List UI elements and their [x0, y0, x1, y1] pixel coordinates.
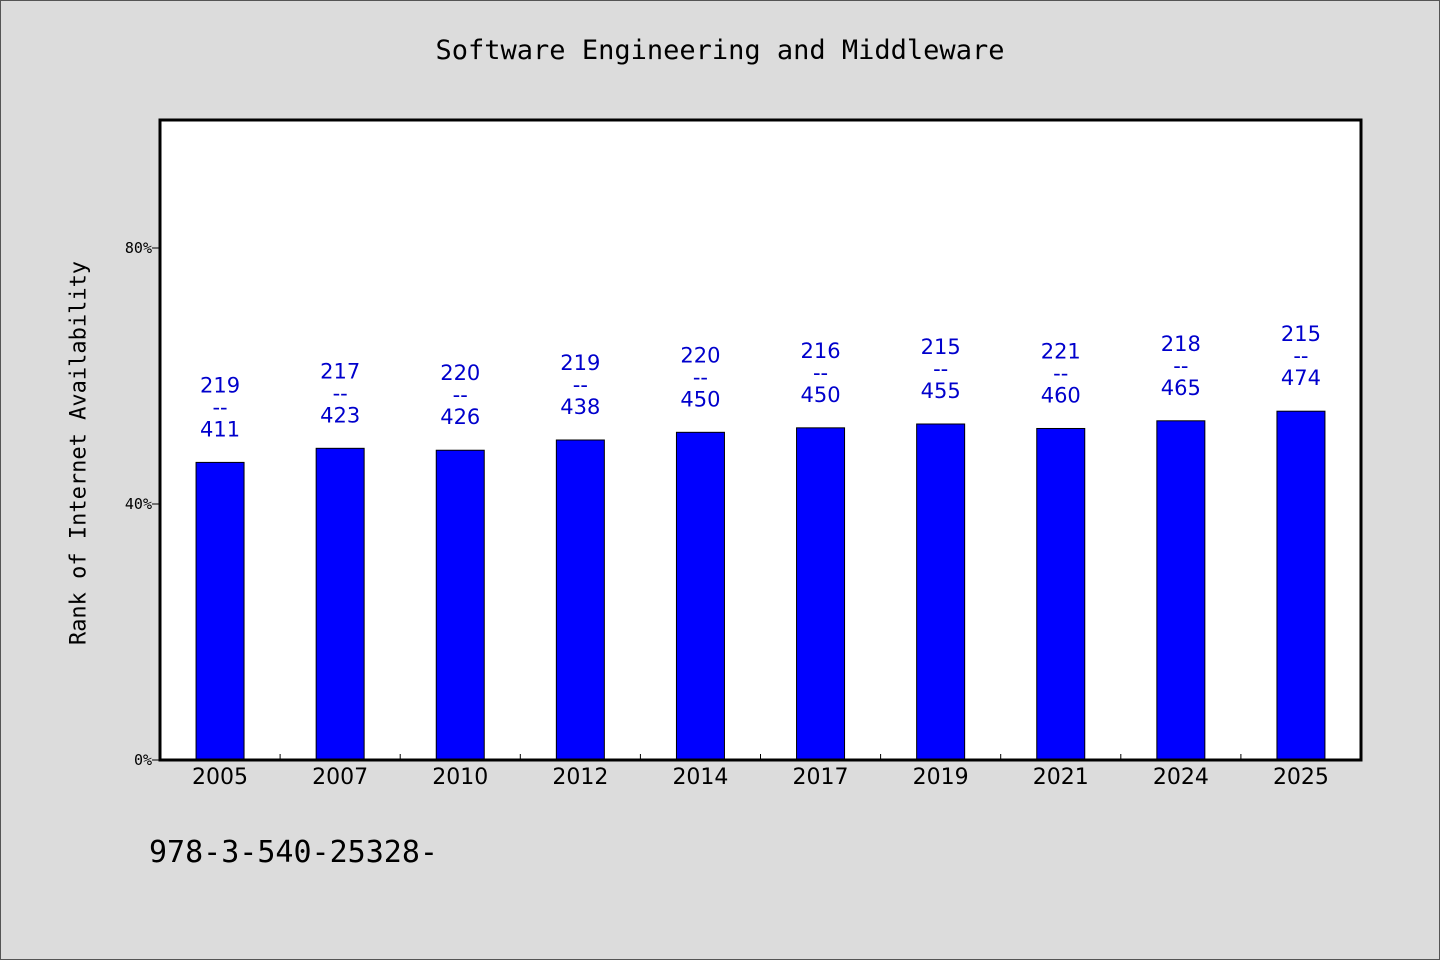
x-tick-label: 2007 — [312, 765, 368, 790]
footer-text: 978-3-540-25328- — [149, 835, 438, 870]
data-label: 220 — [680, 343, 720, 367]
data-label: 215 — [1281, 322, 1321, 346]
bar — [1156, 420, 1206, 761]
x-tick-label: 2025 — [1273, 765, 1329, 790]
bar — [555, 439, 605, 761]
y-tick-label: 40% — [125, 495, 152, 513]
data-label: 438 — [560, 395, 600, 419]
data-label: -- — [1173, 354, 1188, 378]
x-tick-label: 2019 — [913, 765, 969, 790]
data-label: 220 — [440, 361, 480, 385]
data-label: -- — [453, 383, 468, 407]
data-label: -- — [212, 395, 227, 419]
x-tick-label: 2024 — [1153, 765, 1209, 790]
data-label: 411 — [200, 417, 240, 441]
bar — [796, 427, 846, 761]
data-label: -- — [333, 381, 348, 405]
data-label: 219 — [200, 373, 240, 397]
data-label: 216 — [801, 339, 841, 363]
bar — [315, 447, 365, 761]
y-tick-label: 80% — [125, 239, 152, 257]
data-label: 450 — [680, 387, 720, 411]
data-label: -- — [693, 365, 708, 389]
data-label: 460 — [1041, 383, 1081, 407]
data-label: 423 — [320, 403, 360, 427]
data-label: 455 — [921, 379, 961, 403]
bar — [1276, 410, 1326, 761]
data-label: -- — [1293, 344, 1308, 368]
x-tick-label: 2014 — [672, 765, 728, 790]
data-label: -- — [573, 373, 588, 397]
data-label: -- — [1053, 361, 1068, 385]
plot-border — [158, 118, 1363, 762]
bar — [1036, 427, 1086, 761]
x-tick-label: 2010 — [432, 765, 488, 790]
data-label: 221 — [1041, 339, 1081, 363]
data-label: 465 — [1161, 376, 1201, 400]
data-label: 218 — [1161, 332, 1201, 356]
x-tick-label: 2021 — [1033, 765, 1089, 790]
data-label: 217 — [320, 359, 360, 383]
bar — [675, 431, 725, 761]
bar — [195, 461, 245, 761]
data-label: 219 — [560, 351, 600, 375]
data-label: 450 — [801, 383, 841, 407]
data-label: -- — [813, 361, 828, 385]
bar — [435, 449, 485, 761]
x-tick-label: 2005 — [192, 765, 248, 790]
bar — [916, 423, 966, 761]
data-label: 215 — [921, 335, 961, 359]
chart-title: Software Engineering and Middleware — [435, 35, 1005, 66]
data-label: -- — [933, 357, 948, 381]
data-label: 426 — [440, 405, 480, 429]
data-label: 474 — [1281, 366, 1321, 390]
y-tick-label: 0% — [134, 751, 152, 769]
x-tick-label: 2012 — [552, 765, 608, 790]
x-tick-label: 2017 — [793, 765, 849, 790]
